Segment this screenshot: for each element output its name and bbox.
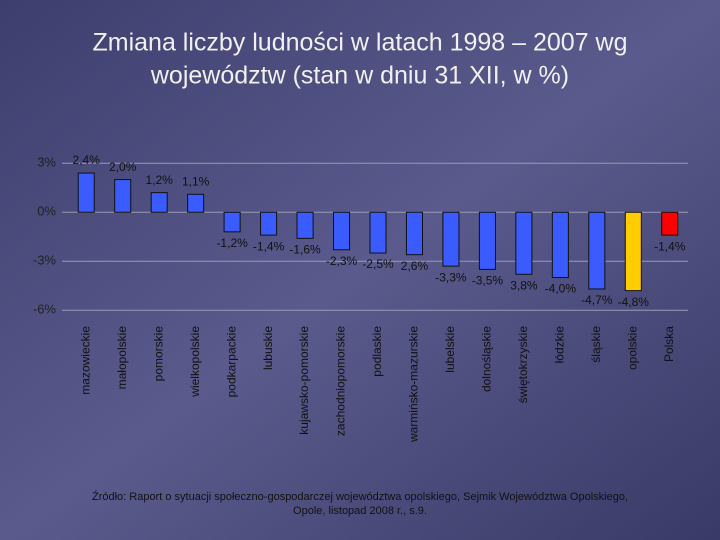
bar: [661, 211, 679, 236]
x-tick-label: mazowieckie: [78, 326, 92, 395]
bar: [624, 211, 642, 292]
bar: [588, 211, 606, 290]
x-tick-label: podkarpackie: [224, 326, 238, 398]
x-tick-label: podlaskie: [370, 326, 384, 377]
bar: [515, 211, 533, 275]
value-label: -1,4%: [654, 239, 686, 253]
x-tick-label: świętokrzyskie: [516, 326, 530, 404]
x-tick-label: śląskie: [589, 326, 603, 363]
value-label: 2,6%: [401, 259, 429, 273]
value-label: -2,5%: [362, 257, 394, 271]
x-tick-label: lubelskie: [443, 326, 457, 373]
value-label: -4,8%: [618, 295, 650, 309]
value-label: -3,5%: [472, 274, 504, 288]
bar: [260, 211, 278, 236]
value-label: 1,1%: [182, 174, 210, 188]
bar: [478, 211, 496, 270]
value-label: -4,0%: [545, 282, 577, 296]
value-label: -1,6%: [289, 243, 321, 257]
bar: [551, 211, 569, 279]
y-tick-label: -6%: [33, 302, 57, 317]
value-label: -2,3%: [326, 254, 358, 268]
x-tick-label: opolskie: [625, 326, 639, 370]
x-tick-label: wielkopolskie: [188, 326, 202, 398]
bar: [223, 211, 241, 233]
x-tick-label: Polska: [662, 326, 676, 362]
x-tick-label: pomorskie: [151, 326, 165, 382]
value-label: -1,4%: [253, 239, 285, 253]
x-tick-label: małopolskie: [115, 326, 129, 390]
x-tick-label: łódzkie: [553, 326, 567, 364]
x-tick-label: kujawsko-pomorskie: [297, 326, 311, 435]
y-tick-label: 3%: [37, 155, 56, 170]
x-tick-label: warmińsko-mazurskie: [407, 326, 421, 443]
value-label: 2,0%: [109, 160, 137, 174]
value-label: -4,7%: [581, 293, 613, 307]
title-line: Zmiana liczby ludności w latach 1998 – 2…: [92, 29, 627, 57]
y-tick-label: -3%: [33, 253, 57, 268]
x-tick-label: dolnośląskie: [480, 326, 494, 392]
value-label: 2,4%: [73, 153, 101, 167]
bar: [77, 172, 95, 213]
bar: [187, 193, 205, 213]
value-label: 3,8%: [510, 278, 538, 292]
source-line: Źródło: Raport o sytuacji społeczno-gosp…: [92, 490, 628, 503]
x-tick-label: zachodniopomorskie: [334, 326, 348, 436]
value-label: -1,2%: [216, 236, 248, 250]
bar: [369, 211, 387, 254]
bar: [114, 179, 132, 213]
bar: [150, 192, 168, 213]
title-line: województw (stan w dniu 31 XII, w %): [150, 62, 569, 90]
value-label: 1,2%: [145, 173, 173, 187]
bar: [333, 211, 351, 251]
y-tick-label: 0%: [37, 204, 56, 219]
source-line: Opole, listopad 2008 r., s.9.: [293, 505, 427, 517]
bar: [405, 211, 423, 256]
x-tick-label: lubuskie: [261, 326, 275, 370]
bar: [296, 211, 314, 239]
value-label: -3,3%: [435, 270, 467, 284]
bar: [442, 211, 460, 267]
